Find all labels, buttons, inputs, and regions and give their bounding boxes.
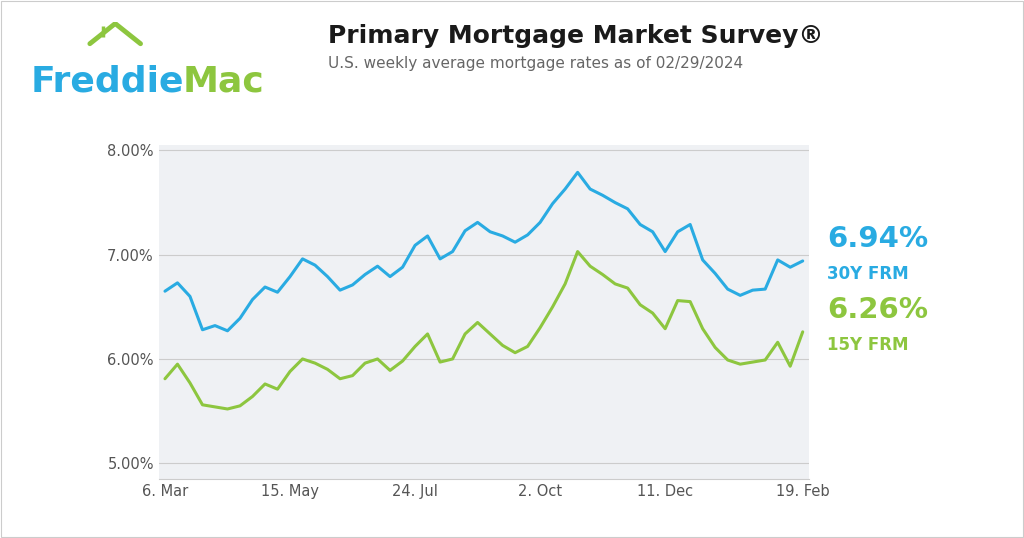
Text: 30Y FRM: 30Y FRM [827,265,909,284]
Text: Primary Mortgage Market Survey®: Primary Mortgage Market Survey® [328,24,823,48]
Text: 15Y FRM: 15Y FRM [827,336,909,355]
Text: U.S. weekly average mortgage rates as of 02/29/2024: U.S. weekly average mortgage rates as of… [328,56,742,72]
Text: 6.94%: 6.94% [827,225,929,253]
Text: 6.26%: 6.26% [827,296,929,324]
Text: Freddie: Freddie [31,65,184,98]
Text: Mac: Mac [182,65,264,98]
